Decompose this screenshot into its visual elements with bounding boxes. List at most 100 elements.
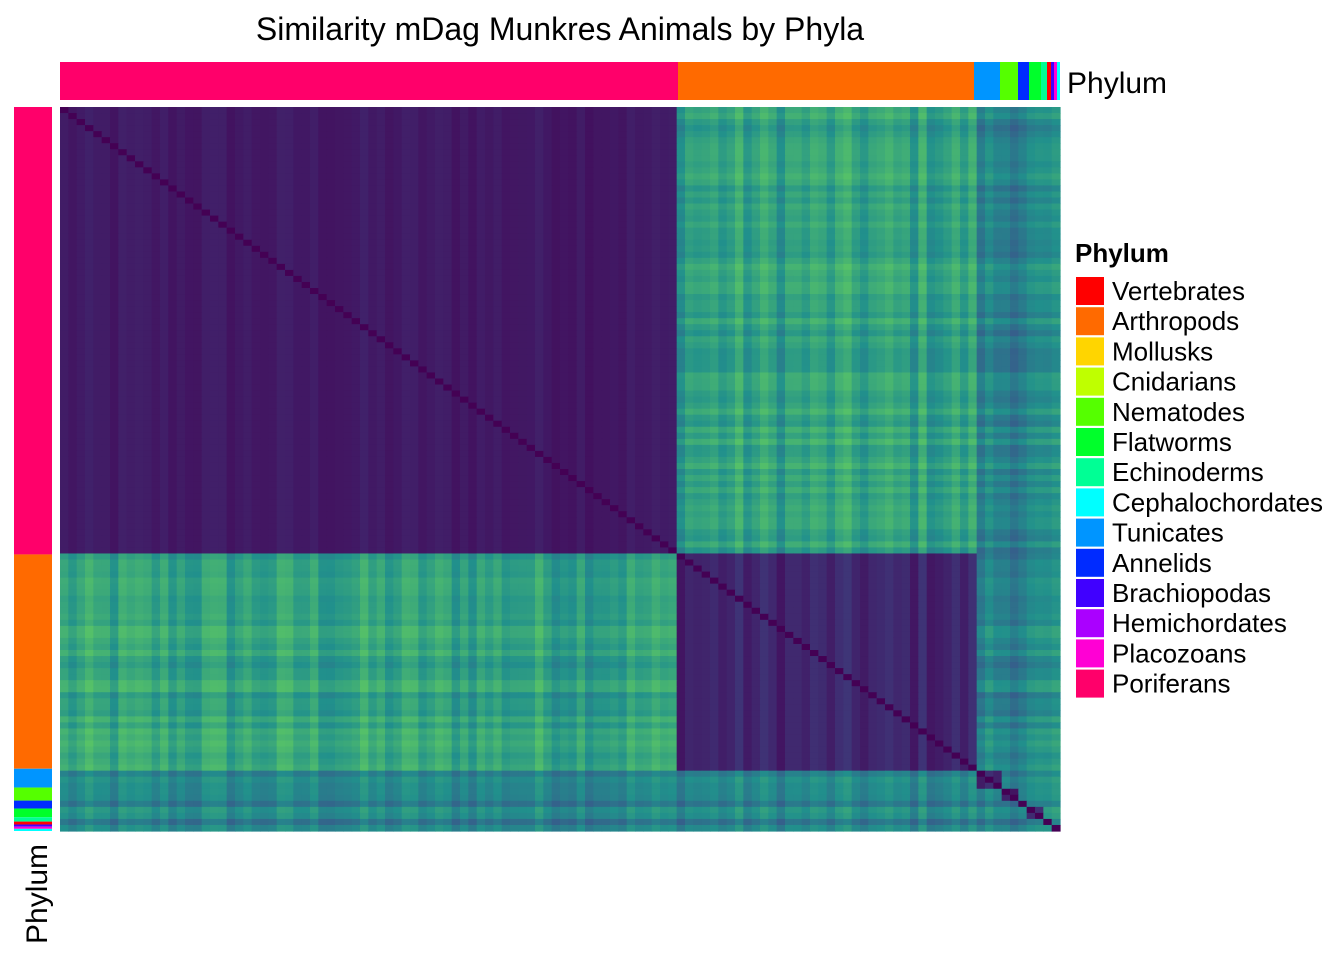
heatmap-cell: [210, 131, 219, 138]
heatmap-cell: [643, 215, 653, 223]
heatmap-cell: [301, 245, 311, 253]
heatmap-cell: [268, 155, 278, 162]
heatmap-cell: [310, 318, 319, 325]
heatmap-cell: [668, 281, 678, 289]
heatmap-cell: [126, 137, 136, 144]
heatmap-cell: [135, 107, 144, 114]
heatmap-cell: [476, 233, 486, 241]
heatmap-cell: [676, 131, 686, 138]
heatmap-cell: [868, 300, 878, 307]
heatmap-cell: [610, 336, 619, 343]
heatmap-cell: [243, 227, 253, 235]
heatmap-cell: [410, 107, 419, 114]
heatmap-cell: [526, 300, 536, 307]
heatmap-cell: [868, 173, 878, 180]
heatmap-cell: [910, 221, 919, 229]
heatmap-cell: [543, 263, 553, 271]
heatmap-cell: [785, 179, 794, 187]
heatmap-cell: [301, 119, 311, 126]
heatmap-cell: [826, 269, 836, 277]
heatmap-cell: [785, 107, 794, 114]
heatmap-cell: [418, 300, 428, 307]
heatmap-cell: [676, 318, 686, 325]
heatmap-cell: [885, 257, 894, 265]
heatmap-cell: [260, 185, 269, 193]
heatmap-cell: [135, 275, 144, 283]
heatmap-cell: [1026, 342, 1036, 349]
heatmap-cell: [726, 281, 736, 289]
heatmap-cell: [510, 227, 519, 235]
heatmap-cell: [76, 149, 86, 156]
heatmap-cell: [260, 348, 269, 355]
heatmap-cell: [85, 113, 94, 120]
heatmap-cell: [976, 119, 986, 126]
heatmap-cell: [1026, 257, 1036, 265]
heatmap-cell: [843, 203, 853, 211]
heatmap-cell: [643, 227, 653, 235]
heatmap-cell: [768, 149, 778, 156]
heatmap-cell: [85, 155, 94, 162]
heatmap-cell: [851, 197, 861, 205]
heatmap-cell: [418, 336, 428, 343]
heatmap-cell: [376, 197, 386, 205]
heatmap-cell: [926, 269, 936, 277]
heatmap-cell: [418, 143, 428, 150]
heatmap-cell: [118, 125, 128, 132]
heatmap-cell: [368, 119, 378, 126]
heatmap-cell: [635, 131, 644, 138]
heatmap-cell: [326, 269, 336, 277]
heatmap-cell: [560, 203, 569, 211]
heatmap-cell: [60, 149, 69, 156]
heatmap-cell: [685, 227, 694, 235]
heatmap-cell: [526, 245, 536, 253]
heatmap-cell: [451, 318, 461, 325]
heatmap-cell: [835, 185, 844, 193]
heatmap-cell: [801, 263, 811, 271]
heatmap-cell: [385, 281, 394, 289]
heatmap-cell: [935, 318, 944, 325]
heatmap-cell: [368, 312, 378, 319]
heatmap-cell: [310, 119, 319, 126]
heatmap-cell: [601, 239, 611, 247]
heatmap-cell: [335, 318, 344, 325]
heatmap-cell: [651, 197, 661, 205]
heatmap-cell: [960, 221, 969, 229]
heatmap-cell: [785, 342, 794, 349]
heatmap-cell: [885, 281, 894, 289]
heatmap-cell: [418, 257, 428, 265]
heatmap-cell: [293, 233, 303, 241]
heatmap-cell: [293, 269, 303, 277]
heatmap-cell: [310, 125, 319, 132]
heatmap-cell: [285, 294, 294, 301]
heatmap-cell: [951, 257, 961, 265]
heatmap-cell: [643, 257, 653, 265]
heatmap-cell: [910, 203, 919, 211]
heatmap-cell: [643, 149, 653, 156]
heatmap-cell: [351, 294, 361, 301]
heatmap-cell: [110, 233, 119, 241]
heatmap-cell: [68, 233, 78, 241]
heatmap-cell: [285, 263, 294, 271]
heatmap-cell: [493, 221, 503, 229]
heatmap-cell: [1051, 221, 1061, 229]
heatmap-cell: [576, 173, 586, 180]
heatmap-cell: [201, 179, 211, 187]
heatmap-cell: [276, 306, 286, 313]
heatmap-cell: [801, 125, 811, 132]
heatmap-cell: [693, 167, 703, 174]
heatmap-cell: [418, 173, 428, 180]
heatmap-cell: [993, 348, 1003, 355]
heatmap-cell: [385, 179, 394, 187]
heatmap-cell: [518, 221, 528, 229]
heatmap-cell: [768, 294, 778, 301]
heatmap-cell: [60, 155, 69, 162]
heatmap-cell: [551, 348, 561, 355]
heatmap-cell: [860, 161, 869, 168]
heatmap-cell: [601, 197, 611, 205]
heatmap-cell: [185, 209, 194, 217]
heatmap-cell: [843, 330, 853, 337]
heatmap-cell: [735, 155, 744, 162]
heatmap-cell: [610, 233, 619, 241]
heatmap-cell: [618, 191, 628, 199]
heatmap-cell: [310, 173, 319, 180]
